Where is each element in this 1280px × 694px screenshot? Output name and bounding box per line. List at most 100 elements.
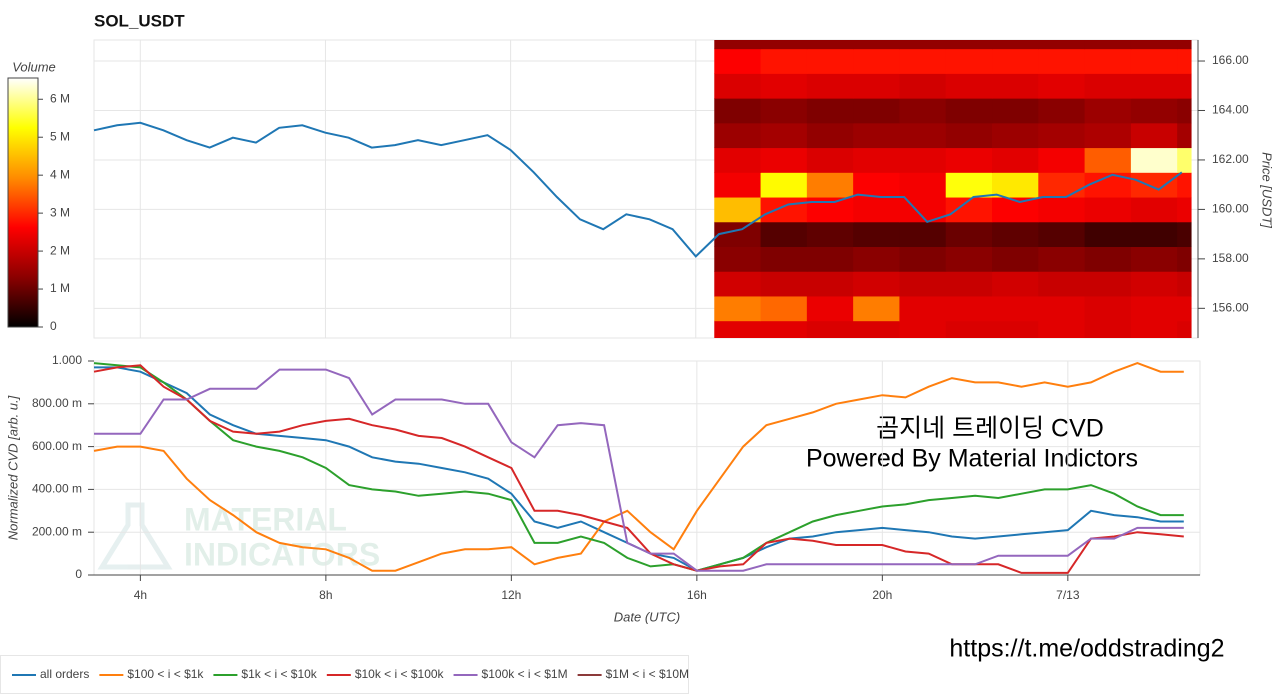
y-tick-label: 600.00 m	[32, 439, 82, 453]
heatmap-cell	[760, 320, 808, 338]
heatmap-cell	[1130, 48, 1178, 74]
heatmap-cell	[853, 271, 900, 297]
y-tick-label: 166.00	[1212, 53, 1249, 67]
y-axis-label: Price [USDT]	[1260, 152, 1275, 228]
heatmap-cell	[1130, 40, 1178, 50]
heatmap-cell	[853, 197, 900, 223]
heatmap-cell	[714, 98, 762, 124]
colorbar-tick-label: 1 M	[50, 281, 70, 295]
heatmap-cell	[899, 271, 947, 297]
heatmap-cell	[1130, 246, 1178, 272]
heatmap-cell	[1038, 320, 1086, 338]
heatmap-cell	[760, 122, 808, 149]
heatmap-cell	[760, 221, 808, 247]
heatmap-cell	[1177, 73, 1192, 99]
heatmap-cell	[853, 172, 900, 198]
heatmap-cell	[899, 147, 947, 173]
y-tick-label: 156.00	[1212, 300, 1249, 314]
y-tick-label: 160.00	[1212, 202, 1249, 216]
heatmap-cell	[1177, 295, 1192, 322]
heatmap-cell	[1084, 48, 1132, 74]
heatmap-cell	[1038, 122, 1086, 149]
heatmap-cell	[945, 172, 993, 198]
y-tick-label: 200.00 m	[32, 524, 82, 538]
heatmap-cell	[1130, 73, 1178, 99]
heatmap-cell	[806, 147, 854, 173]
data-line	[93, 364, 1184, 574]
heatmap-cell	[853, 40, 900, 50]
heatmap-cell	[806, 197, 854, 223]
heatmap-cell	[992, 122, 1039, 149]
heatmap-cell	[899, 40, 947, 50]
heatmap-cell	[853, 147, 900, 173]
heatmap-cell	[899, 48, 947, 74]
colorbar-tick-label: 0	[50, 319, 57, 333]
y-tick-label: 800.00 m	[32, 396, 82, 410]
heatmap-cell	[714, 48, 762, 74]
heatmap-cell	[1038, 147, 1086, 173]
colorbar	[7, 77, 39, 328]
heatmap-cell	[714, 197, 762, 223]
heatmap-cell	[945, 122, 993, 149]
watermark-text: MATERIAL	[184, 501, 347, 537]
heatmap-cell	[1038, 48, 1086, 74]
legend-label: $10k < i < $100k	[355, 667, 445, 681]
annotation: 곰지네 트레이딩 CVD	[876, 415, 1104, 443]
watermark-text: INDICATORS	[184, 536, 380, 572]
colorbar-tick-label: 4 M	[50, 167, 70, 181]
heatmap-cell	[806, 73, 854, 99]
heatmap-cell	[992, 221, 1039, 247]
heatmap-cell	[1130, 271, 1178, 297]
heatmap-cell	[992, 172, 1039, 198]
heatmap-cell	[945, 147, 993, 173]
heatmap-cell	[992, 48, 1039, 74]
heatmap-cell	[1038, 197, 1086, 223]
colorbar-tick-label: 3 M	[50, 205, 70, 219]
data-line	[94, 368, 1184, 572]
heatmap-cell	[1177, 221, 1192, 247]
heatmap-cell	[806, 122, 854, 149]
y-tick-label: 400.00 m	[32, 482, 82, 496]
y-tick-label: 0	[75, 567, 82, 581]
heatmap-cell	[899, 221, 947, 247]
heatmap-cell	[760, 48, 808, 74]
heatmap-cell	[1084, 271, 1132, 297]
heatmap-cell	[853, 221, 900, 247]
data-line	[93, 362, 1184, 572]
x-tick-label: 4h	[134, 588, 147, 602]
heatmap-cell	[1084, 73, 1132, 99]
heatmap-cell	[853, 73, 900, 99]
heatmap-cell	[899, 122, 947, 149]
heatmap-cell	[853, 98, 900, 124]
heatmap-cell	[1084, 98, 1132, 124]
heatmap-cell	[1177, 147, 1192, 173]
heatmap-cell	[714, 73, 762, 99]
x-tick-label: 8h	[319, 588, 332, 602]
heatmap-cell	[806, 221, 854, 247]
data-line	[93, 362, 1184, 572]
heatmap-cell	[853, 320, 900, 338]
chart-title: SOL_USDT	[94, 11, 185, 30]
colorbar-title: Volume	[12, 59, 56, 74]
x-tick-label: 12h	[501, 588, 521, 602]
heatmap-cell	[806, 271, 854, 297]
legend-label: $1M < i < $10M	[606, 667, 689, 681]
heatmap-cell	[1038, 221, 1086, 247]
y-axis-label: Normalized CVD [arb. u.]	[5, 395, 20, 540]
heatmap-cell	[992, 320, 1039, 338]
legend-label: $100 < i < $1k	[127, 667, 204, 681]
colorbar-tick-label: 6 M	[50, 91, 70, 105]
heatmap-cell	[806, 48, 854, 74]
heatmap-cell	[1177, 246, 1192, 272]
heatmap-cell	[899, 172, 947, 198]
heatmap-cell	[992, 147, 1039, 173]
heatmap-cell	[945, 246, 993, 272]
legend-label: $100k < i < $1M	[482, 667, 568, 681]
y-tick-label: 158.00	[1212, 251, 1249, 265]
legend-label: all orders	[40, 667, 89, 681]
heatmap-cell	[899, 246, 947, 272]
annotation: Powered By Material Indictors	[806, 445, 1138, 473]
heatmap-cell	[853, 246, 900, 272]
heatmap-cell	[945, 48, 993, 74]
